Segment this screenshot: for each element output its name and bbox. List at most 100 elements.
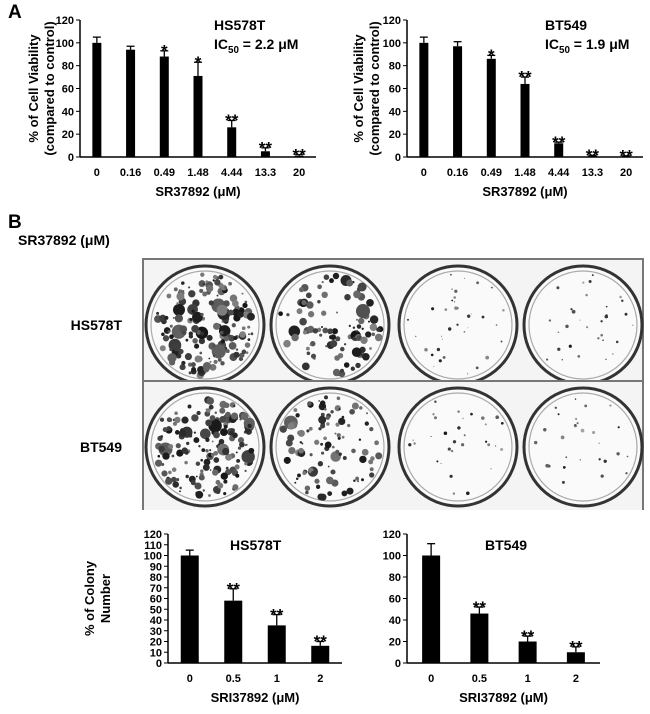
colony [209, 415, 216, 421]
colony [307, 311, 315, 318]
colony [318, 399, 321, 402]
colony [195, 490, 204, 499]
ic50-annotation: IC50 = 2.2 μM [214, 36, 298, 56]
colony [194, 355, 202, 363]
bar [419, 42, 429, 158]
colony [324, 441, 332, 449]
colony [205, 449, 209, 453]
colony [283, 456, 291, 464]
colony [317, 284, 322, 290]
colony [235, 473, 240, 478]
y-tick-label: 10 [150, 647, 162, 659]
colony [187, 404, 192, 409]
colony [202, 291, 208, 297]
colony [598, 458, 601, 461]
colony [351, 448, 356, 454]
colony [326, 476, 334, 485]
significance-marker: ** [586, 146, 600, 165]
colony [297, 473, 301, 478]
colony [245, 351, 249, 355]
colony [168, 444, 174, 450]
colony [476, 281, 480, 285]
colony [347, 423, 351, 428]
colony [320, 442, 324, 446]
colony [571, 309, 576, 314]
colony [225, 349, 230, 354]
concentration-label: 0.5 [320, 245, 340, 246]
colony [205, 419, 213, 427]
colony [305, 490, 309, 495]
colony [172, 316, 175, 319]
x-axis-label: SR37892 (μM) [482, 184, 567, 199]
colony [190, 480, 196, 486]
colony [430, 435, 432, 438]
colony [360, 354, 363, 356]
y-tick-label: 100 [56, 38, 74, 50]
colony [190, 362, 196, 368]
colony [188, 286, 191, 289]
colony [247, 338, 251, 341]
colony [600, 474, 604, 478]
colony [462, 417, 464, 420]
colony [616, 452, 620, 456]
colony [199, 428, 211, 440]
chart-b-bt549: 0 20 40 60 80 100 120 0 ** 0.5 ** 1 ** 2 SRI37892 (μM)… [383, 529, 600, 705]
colony [318, 415, 327, 424]
colony [451, 288, 454, 291]
colony [209, 449, 212, 452]
colony [174, 411, 178, 415]
well-inner-rim [150, 270, 260, 380]
colony [495, 324, 498, 326]
colony [213, 457, 220, 463]
colony [161, 332, 165, 337]
x-tick-label: 1 [525, 673, 531, 685]
colony [369, 426, 374, 432]
colony [195, 475, 198, 478]
colony [232, 484, 239, 491]
significance-marker: ** [225, 111, 239, 130]
colony [349, 408, 355, 415]
colony [374, 440, 379, 446]
bar [267, 625, 286, 663]
y-tick-label: 70 [150, 583, 162, 595]
colony [304, 485, 311, 491]
colony [433, 416, 438, 420]
colony [225, 466, 229, 470]
y-tick-label: 80 [389, 61, 401, 73]
colony-plates: 0 0.5 1 2 HS578T BT549 [71, 245, 644, 510]
colony [356, 335, 362, 341]
colony [178, 348, 184, 355]
colony [158, 445, 165, 453]
colony [624, 312, 628, 316]
colony [184, 460, 188, 465]
colony [199, 288, 204, 293]
colony [156, 311, 160, 315]
colony [336, 396, 341, 401]
x-tick-label: 2 [573, 673, 579, 685]
colony [318, 427, 322, 431]
colony [157, 454, 161, 458]
y-axis-label: % of Cell Viability [351, 34, 366, 143]
colony [302, 471, 307, 475]
y-tick-label: 120 [383, 529, 401, 541]
colony [214, 411, 218, 415]
colony [192, 338, 198, 344]
colony [213, 450, 219, 456]
colony [336, 311, 338, 314]
colony [617, 426, 620, 429]
significance-marker: ** [293, 145, 307, 164]
colony [167, 353, 177, 363]
significance-marker: ** [620, 147, 634, 166]
colony [219, 415, 227, 423]
colony [626, 455, 629, 458]
y-axis-label-line2: (compared to control) [42, 21, 57, 155]
colony [576, 422, 579, 425]
x-tick-label: 0.49 [154, 167, 175, 179]
colony [625, 472, 628, 475]
colony [212, 428, 217, 433]
colony [193, 431, 197, 434]
colony [321, 310, 327, 316]
bar [470, 613, 489, 663]
colony [337, 436, 341, 440]
colony [176, 302, 179, 305]
